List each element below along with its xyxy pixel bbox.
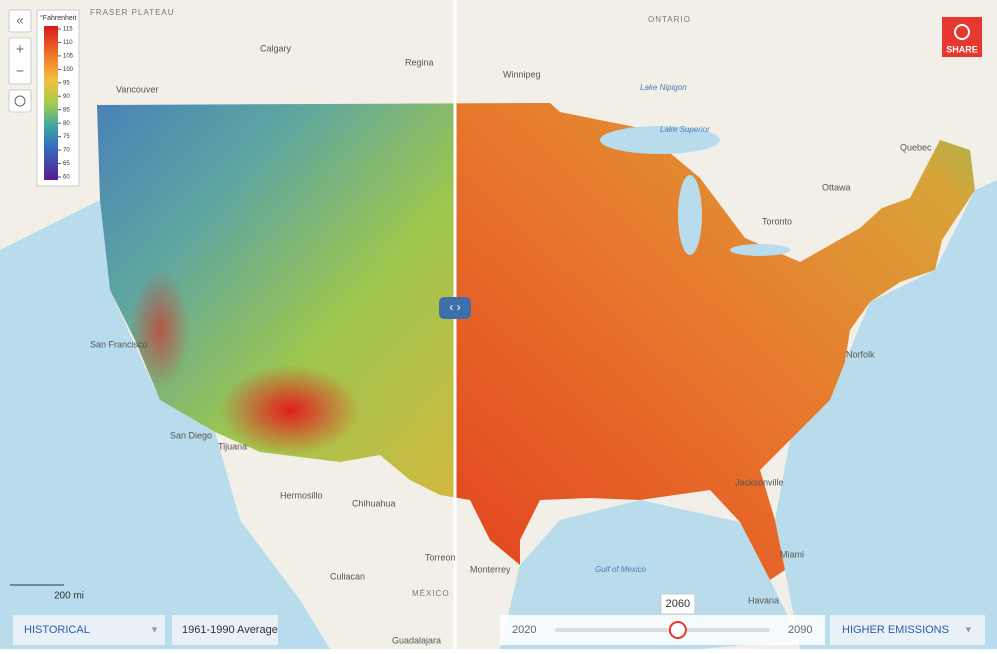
map-label: Miami [780, 549, 804, 559]
hot-area [220, 365, 360, 455]
map-label: Guadalajara [392, 635, 441, 645]
slider-thumb[interactable] [668, 621, 687, 639]
swipe-arrows: ‹ › [449, 300, 460, 314]
share-icon [954, 24, 970, 40]
map-label: Gulf of Mexico [595, 565, 647, 574]
map-label: ONTARIO [648, 15, 691, 24]
slider-tooltip [660, 593, 696, 615]
map-label: Tijuana [218, 441, 247, 451]
map-labels: FRASER PLATEAU Calgary Regina Winnipeg O… [90, 8, 932, 645]
legend-tick-label: 100 [63, 67, 74, 73]
legend-tick-label: 105 [63, 53, 74, 59]
legend-tick-label: 80 [63, 121, 70, 127]
slider-max: 2090 [788, 624, 812, 636]
legend-tick-label: 95 [63, 80, 70, 86]
scale-label: 200 mi [54, 591, 84, 602]
legend-title: °Fahrenheit [40, 14, 76, 22]
map-label: Vancouver [116, 84, 158, 94]
period-label: 1961-1990 Average [182, 624, 278, 636]
map-label: Quebec [900, 142, 932, 152]
dropdown-arrow: ▼ [964, 624, 973, 634]
lake [678, 175, 702, 255]
dropdown-label: HISTORICAL [24, 624, 90, 636]
map-label: FRASER PLATEAU [90, 8, 175, 17]
lake [730, 244, 790, 256]
zoom-buttons[interactable] [8, 37, 32, 85]
gulf-of-mexico [500, 500, 800, 649]
slider-track [555, 628, 770, 632]
dropdown-arrow: ▼ [150, 624, 159, 634]
map-label: Lake Superior [660, 125, 710, 134]
map-label: Regina [405, 57, 434, 67]
zoom-in[interactable]: + [16, 41, 24, 57]
map-label: Lake Nipigon [640, 83, 687, 92]
legend-tick-label: 85 [63, 107, 70, 113]
share-label: SHARE [946, 44, 978, 54]
map-label: Chihuahua [352, 498, 396, 508]
lake [600, 126, 720, 154]
map-label: MÉXICO [412, 589, 450, 598]
legend-tick-label: 90 [63, 94, 70, 100]
legend-tick-label: 75 [63, 134, 70, 140]
collapse-button[interactable] [8, 9, 32, 33]
emissions-dropdown[interactable] [830, 615, 985, 645]
icon [14, 95, 26, 107]
legend-tick-label: 115 [63, 27, 73, 33]
slider-min: 2020 [512, 624, 536, 636]
legend-tick-label: 110 [63, 40, 73, 46]
legend-tick-label: 60 [63, 175, 70, 181]
map-label: San Francisco [90, 339, 148, 349]
dropdown-label: HIGHER EMISSIONS [842, 624, 949, 636]
legend-tick-label: 70 [63, 148, 70, 154]
slider-value: 2060 [666, 598, 690, 610]
map-label: Winnipeg [503, 69, 541, 79]
map-label: Ottawa [822, 182, 851, 192]
map-label: Hermosillo [280, 490, 323, 500]
hot-area [130, 270, 190, 390]
share-button[interactable] [942, 17, 982, 57]
swipe-handle[interactable] [439, 297, 471, 319]
map-label: Calgary [260, 43, 292, 53]
map-label: San Diego [170, 430, 212, 440]
map-label: Toronto [762, 216, 792, 226]
scenario-dropdown[interactable] [13, 615, 165, 645]
legend: °Fahrenheit 115 110 105 100 95 90 85 80 75 70 65 60 [36, 9, 80, 187]
zoom-out[interactable]: − [16, 63, 24, 79]
map-label: Culiacan [330, 571, 365, 581]
legend-tick-label: 65 [63, 161, 70, 167]
map-label: Norfolk [846, 349, 875, 359]
icon: « [16, 12, 23, 27]
period-box [172, 615, 278, 645]
locate-button[interactable] [8, 89, 32, 113]
map-label: Havana [748, 595, 779, 605]
legend-ramp [44, 26, 58, 180]
atlantic-ocean [775, 180, 997, 649]
map-label: Torreon [425, 552, 456, 562]
map-label: Monterrey [470, 564, 511, 574]
zoom-toolbar: « + − [8, 9, 32, 113]
map-label: Jacksonville [735, 477, 784, 487]
pacific-ocean [0, 200, 330, 649]
